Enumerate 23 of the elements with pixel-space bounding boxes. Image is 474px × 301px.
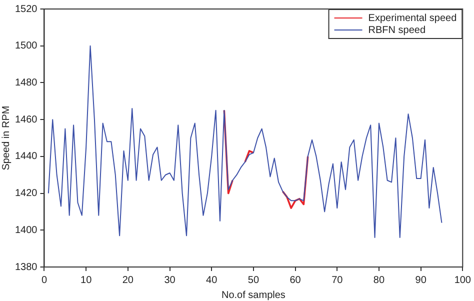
x-tick-label: 0: [41, 274, 48, 286]
legend-label: RBFN speed: [368, 24, 426, 36]
y-tick-label: 1420: [14, 188, 38, 200]
y-tick-label: 1400: [14, 224, 38, 236]
x-axis-title: No.of samples: [221, 290, 286, 301]
x-tick-label: 90: [415, 274, 427, 286]
y-tick-label: 1500: [14, 40, 38, 52]
x-tick-label: 80: [373, 274, 385, 286]
x-tick-label: 70: [332, 274, 344, 286]
x-tick-label: 10: [80, 274, 92, 286]
y-tick-label: 1380: [14, 262, 38, 273]
x-tick-label: 40: [206, 274, 218, 286]
x-tick-label: 30: [164, 274, 176, 286]
legend-label: Experimental speed: [368, 12, 457, 24]
x-tick-label: 60: [290, 274, 302, 286]
y-axis-title: Speed in RPM: [0, 106, 12, 170]
x-tick-label: 50: [248, 274, 260, 286]
x-tick-label: 20: [122, 274, 134, 286]
y-tick-label: 1440: [14, 151, 38, 162]
y-tick-label: 1460: [14, 114, 38, 126]
x-tick-label: 100: [454, 274, 472, 286]
y-tick-label: 1480: [14, 77, 38, 88]
y-tick-label: 1520: [14, 4, 38, 15]
